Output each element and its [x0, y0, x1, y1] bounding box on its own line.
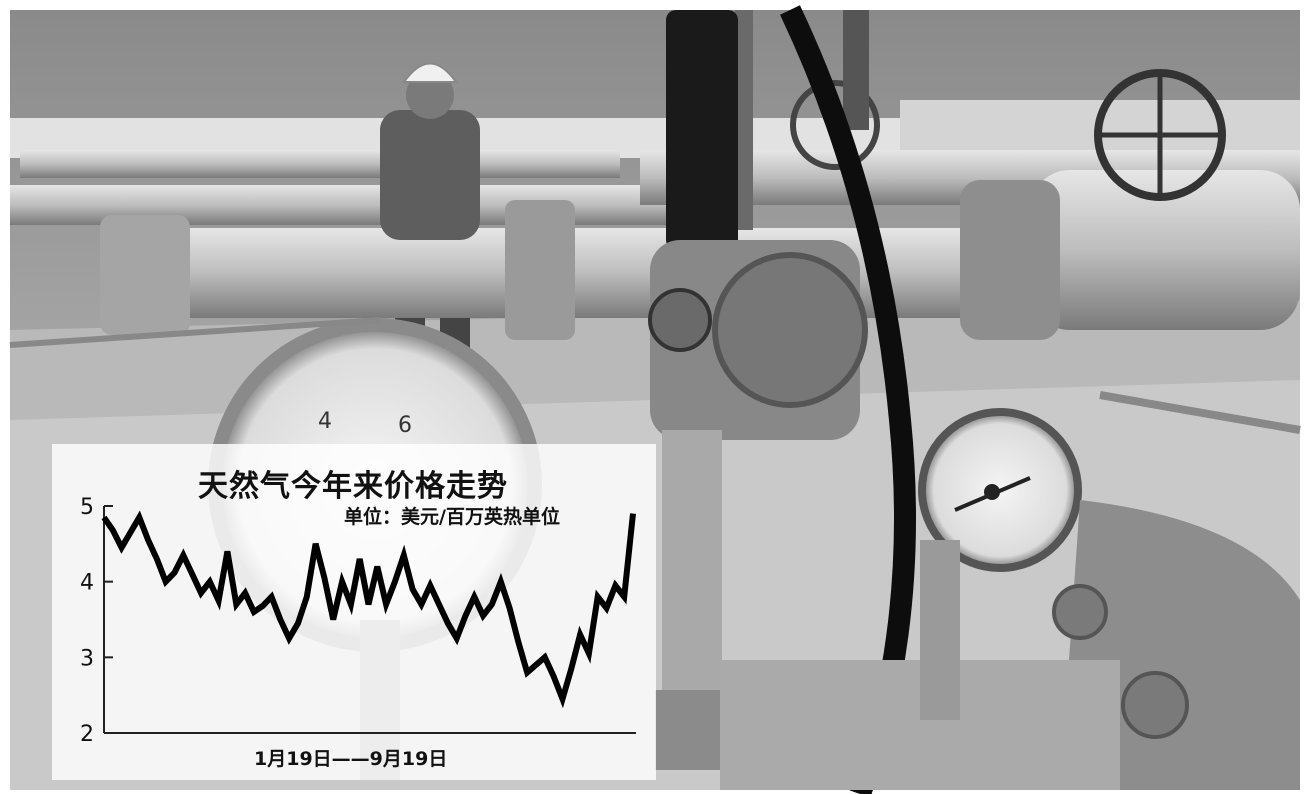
- chart-axes: [103, 506, 636, 734]
- y-axis-ticks: 5 4 3 2: [80, 495, 113, 747]
- y-tick-label: 4: [80, 571, 94, 596]
- chart-series: [101, 510, 636, 709]
- svg-text:4: 4: [318, 409, 332, 434]
- y-tick-label: 5: [80, 495, 94, 520]
- chart-panel: [52, 444, 656, 780]
- chart-title: 天然气今年来价格走势: [198, 469, 508, 504]
- svg-text:6: 6: [398, 413, 412, 438]
- y-tick-label: 3: [80, 646, 94, 671]
- price-series-line: [101, 510, 636, 709]
- x-range-text: 1月19日——9月19日: [254, 748, 448, 770]
- y-tick-label: 2: [80, 722, 94, 747]
- chart-unit-label: 单位：美元/百万英热单位: [344, 506, 560, 528]
